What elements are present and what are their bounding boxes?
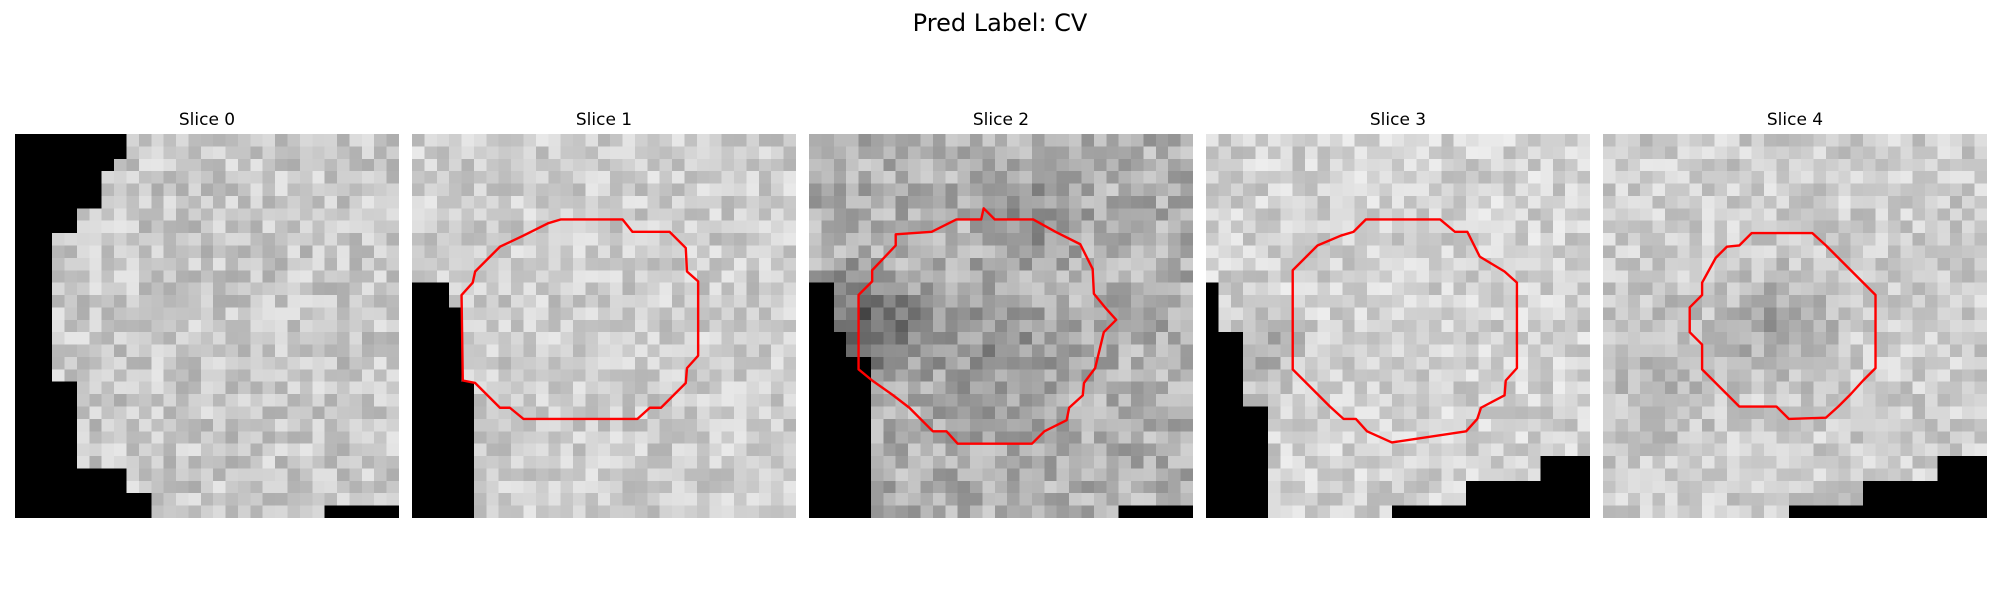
slice-panel-1: Slice 1 xyxy=(412,108,796,518)
segmentation-contour xyxy=(460,218,700,421)
slice-panel-3: Slice 3 xyxy=(1206,108,1590,518)
slice-image-1 xyxy=(412,134,796,518)
slice-image-2 xyxy=(809,134,1193,518)
slice-panel-4: Slice 4 xyxy=(1603,108,1987,518)
slice-image-3 xyxy=(1206,134,1590,518)
slice-image-4 xyxy=(1603,134,1987,518)
slice-title: Slice 4 xyxy=(1766,110,1824,130)
slice-panel-0: Slice 0 xyxy=(15,108,399,518)
pixel-grid xyxy=(412,134,796,518)
pixel-grid xyxy=(809,134,1193,518)
slice-title: Slice 1 xyxy=(575,110,633,130)
slice-image-0 xyxy=(15,134,399,518)
pixel-grid xyxy=(1603,134,1987,518)
slice-panel-2: Slice 2 xyxy=(809,108,1193,518)
pixel-grid xyxy=(1206,134,1590,518)
slice-title: Slice 0 xyxy=(178,110,236,130)
slice-title: Slice 3 xyxy=(1369,110,1427,130)
segmentation-contour xyxy=(857,207,1118,445)
pixel-grid xyxy=(15,134,399,518)
slice-title: Slice 2 xyxy=(972,110,1030,130)
segmentation-contour xyxy=(1688,231,1877,421)
segmentation-contour xyxy=(1291,218,1519,444)
figure-title: Pred Label: CV xyxy=(912,9,1088,37)
